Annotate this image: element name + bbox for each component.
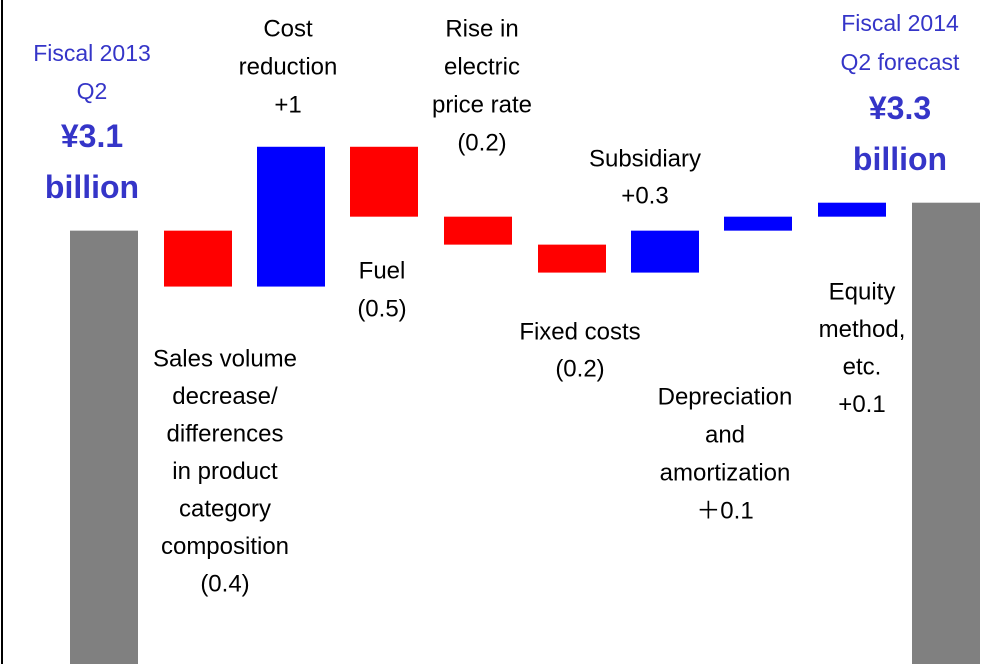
value-label-line: ¥3.3 (869, 90, 931, 126)
value-label-line: billion (853, 141, 947, 177)
category-label: price rate (432, 91, 532, 118)
bar (912, 202, 980, 664)
category-label: method, (819, 316, 906, 343)
category-label: Cost (263, 15, 313, 42)
bar (257, 146, 325, 287)
bar (70, 230, 138, 664)
category-label: differences (167, 420, 284, 447)
category-label: category (179, 495, 271, 522)
category-label: amortization (660, 459, 791, 486)
value-label: (0.5) (357, 295, 406, 322)
bar (631, 230, 699, 273)
category-label: Rise in (445, 15, 518, 42)
category-label: Depreciation (658, 383, 793, 410)
value-label: (0.4) (200, 570, 249, 597)
category-label: in product (172, 458, 278, 485)
value-label: ¥3.3 billion (853, 90, 947, 177)
category-label: and (705, 421, 745, 448)
value-label: +0.3 (621, 182, 668, 209)
bar (818, 202, 886, 217)
bar (444, 216, 512, 245)
category-label: reduction (239, 53, 338, 80)
value-label: +1 (274, 91, 301, 118)
category-label: Fixed costs (519, 318, 640, 345)
value-label-line: ¥3.1 (61, 118, 123, 154)
category-label: Sales volume (153, 345, 297, 372)
value-label: ¥3.1 billion (45, 118, 139, 205)
category-label: etc. (843, 353, 882, 380)
bar (350, 146, 418, 217)
category-label: Fuel (359, 257, 406, 284)
value-label: (0.2) (555, 355, 604, 382)
value-label-line: billion (45, 169, 139, 205)
category-label: Subsidiary (589, 145, 701, 172)
category-label: composition (161, 533, 289, 560)
category-label: Q2 (77, 78, 108, 104)
category-label: Fiscal 2013 (33, 40, 151, 66)
bar (164, 230, 232, 287)
value-label: +0.1 (838, 391, 885, 418)
category-label: Q2 forecast (841, 49, 960, 75)
value-label: ＋0.1 (696, 497, 753, 524)
value-label: (0.2) (457, 129, 506, 156)
category-label: decrease/ (172, 383, 278, 410)
bar (538, 244, 606, 273)
category-label: electric (444, 53, 520, 80)
bar (724, 216, 792, 231)
category-label: Equity (829, 278, 896, 305)
category-label: Fiscal 2014 (841, 10, 959, 36)
